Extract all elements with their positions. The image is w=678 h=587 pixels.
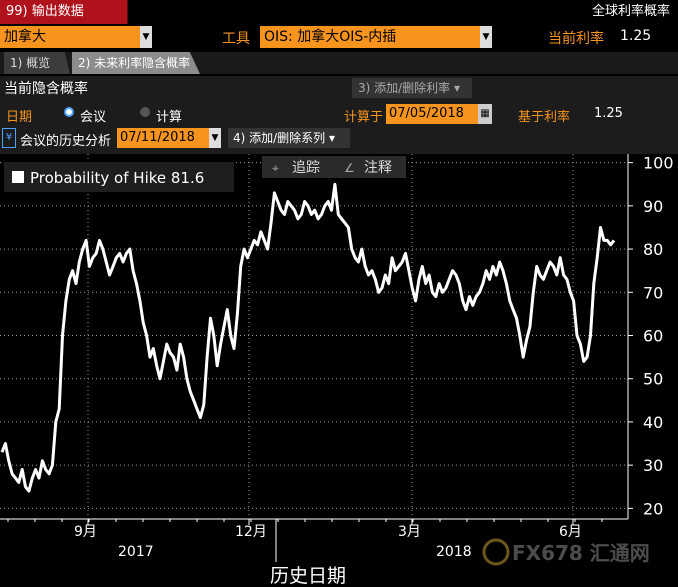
legend-swatch: [12, 171, 24, 183]
add-remove-rate-button[interactable]: 3) 添加/删除利率 ▾: [352, 78, 472, 98]
x-tick-label: 6月: [559, 524, 582, 540]
control-panel: 当前隐含概率 3) 添加/删除利率 ▾ 日期 会议 计算 计算于 07/05/2…: [0, 76, 678, 154]
legend-label: Probability of Hike 81.6: [30, 169, 204, 187]
tool-dropdown[interactable]: OIS: 加拿大OIS-内插: [260, 26, 480, 48]
chart-toolbar: ⌖ 追踪 ∠ 注释: [262, 156, 406, 178]
current-rate-label: 当前利率: [548, 31, 604, 47]
add-remove-rate-label: 3) 添加/删除利率: [358, 81, 451, 95]
country-dropdown[interactable]: 加拿大: [0, 26, 140, 48]
date-label: 日期: [6, 110, 33, 125]
y-tick-label: 100: [643, 154, 674, 173]
x-tick-label: 3月: [398, 524, 421, 540]
y-tick-label: 30: [643, 456, 663, 475]
history-date-arrow-icon[interactable]: ▼: [209, 128, 221, 148]
chart-grid: [0, 154, 628, 517]
calc-on-label: 计算于: [344, 110, 384, 125]
output-data-button[interactable]: 99) 输出数据: [0, 0, 128, 24]
current-rate-value: 1.25: [620, 28, 652, 44]
annotate-icon[interactable]: ∠: [344, 161, 355, 175]
y-tick-label: 80: [643, 240, 663, 259]
y-tick-label: 70: [643, 283, 663, 302]
radio-calc[interactable]: [140, 107, 150, 117]
add-remove-series-button[interactable]: 4) 添加/删除系列 ▾: [228, 128, 350, 148]
x-tick-label: 9月: [74, 524, 97, 540]
y-tick-label: 40: [643, 413, 663, 432]
watermark-logo-icon: [482, 538, 510, 566]
calendar-icon[interactable]: ▦: [478, 104, 492, 124]
page-title: 全球利率概率: [591, 4, 670, 19]
radio-calc-label: 计算: [156, 110, 183, 125]
tab-strip: 1) 概览 2) 未来利率隐含概率: [0, 52, 678, 74]
country-dropdown-arrow-icon[interactable]: ▼: [140, 26, 152, 48]
chart-legend: Probability of Hike 81.6: [4, 162, 234, 192]
x-tick-label: 12月: [235, 524, 267, 540]
y-tick-label: 60: [643, 327, 663, 346]
chart-plot-area[interactable]: [0, 182, 616, 493]
tab-future-rate-probability[interactable]: 2) 未来利率隐含概率: [72, 52, 200, 74]
based-on-rate-label: 基于利率: [518, 110, 571, 125]
watermark-text: FX678 汇通网: [512, 541, 650, 565]
history-analysis-label: 会议的历史分析: [20, 134, 112, 149]
track-icon[interactable]: ⌖: [272, 161, 279, 175]
y-tick-label: 50: [643, 370, 663, 389]
y-tick-label: 90: [643, 197, 663, 216]
collapse-toggle-icon[interactable]: ¥: [2, 128, 16, 148]
tool-dropdown-arrow-icon[interactable]: ▼: [480, 26, 492, 48]
year-label: 2017: [118, 544, 154, 560]
tab-overview[interactable]: 1) 概览: [4, 52, 70, 74]
series-line-probability-of-hike: [0, 182, 616, 493]
top-bar: 99) 输出数据 全球利率概率: [0, 0, 678, 24]
probability-chart: 20 30 40 50 60 70 80 90 100 9月 12月 3月 6月 2017 2018 ⌖ …: [0, 154, 678, 587]
radio-meeting[interactable]: [64, 107, 74, 117]
track-button[interactable]: 追踪: [292, 160, 320, 176]
calc-on-date-input[interactable]: 07/05/2018: [386, 104, 478, 124]
panel-heading: 当前隐含概率: [4, 81, 88, 97]
y-axis: 20 30 40 50 60 70 80 90 100: [627, 154, 674, 519]
tool-label: 工具: [222, 31, 250, 47]
watermark: FX678 汇通网: [482, 538, 650, 566]
instrument-row: 加拿大 ▼ 工具 OIS: 加拿大OIS-内插 ▼ 当前利率 1.25: [0, 26, 678, 50]
x-axis-title: 历史日期: [270, 565, 346, 587]
radio-meeting-label: 会议: [80, 110, 107, 125]
add-remove-series-label: 4) 添加/删除系列: [233, 131, 326, 145]
x-axis: 9月 12月 3月 6月 2017 2018: [0, 518, 628, 562]
y-tick-label: 20: [643, 499, 663, 518]
history-date-input[interactable]: 07/11/2018: [117, 128, 209, 148]
year-label: 2018: [436, 544, 472, 560]
annotate-button[interactable]: 注释: [364, 160, 392, 176]
based-on-rate-value: 1.25: [594, 106, 623, 121]
